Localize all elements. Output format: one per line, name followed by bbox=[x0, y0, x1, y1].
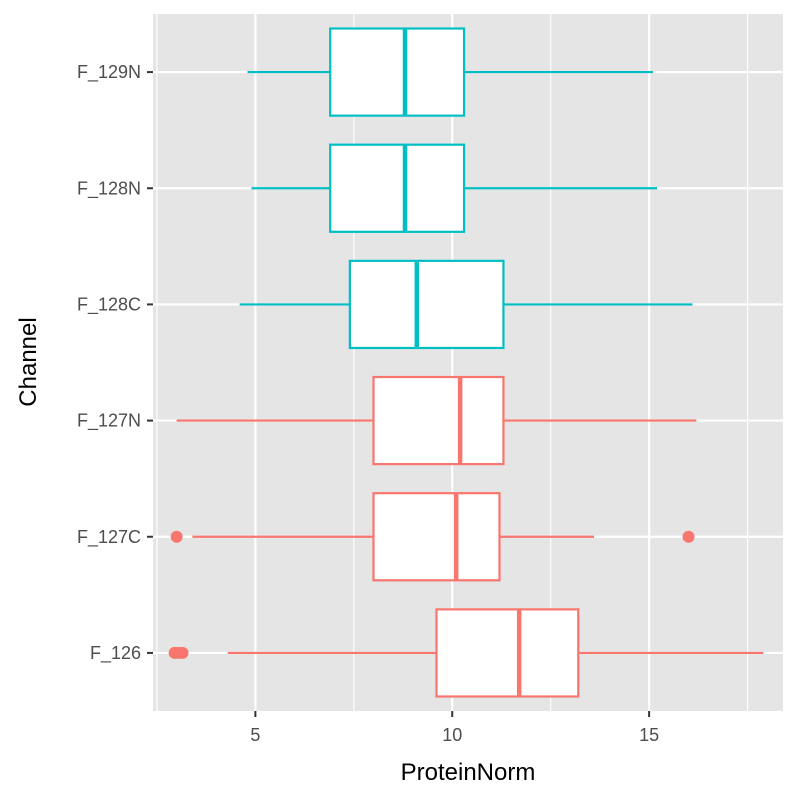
outlier-point bbox=[176, 646, 189, 659]
box-f-127n bbox=[176, 375, 697, 466]
boxes-layer bbox=[168, 27, 764, 698]
panel-background bbox=[153, 14, 783, 711]
box-iqr bbox=[329, 143, 466, 233]
box-f-126 bbox=[168, 608, 764, 698]
outlier-point bbox=[170, 530, 183, 543]
x-tick-label: 15 bbox=[639, 725, 659, 745]
box-iqr bbox=[372, 492, 501, 582]
box-f-127c bbox=[170, 492, 695, 582]
y-tick-label: F_128N bbox=[77, 178, 141, 199]
x-axis: 5 10 15 bbox=[250, 711, 659, 745]
box-iqr bbox=[348, 259, 505, 350]
box-f-128n bbox=[251, 143, 657, 233]
y-tick-label: F_127N bbox=[77, 411, 141, 432]
x-axis-title: ProteinNorm bbox=[401, 759, 536, 786]
y-tick-label: F_127C bbox=[77, 527, 141, 548]
box-iqr bbox=[435, 608, 580, 698]
x-tick-label: 10 bbox=[442, 725, 462, 745]
y-axis-title: Channel bbox=[15, 317, 42, 406]
y-axis: F_126 F_127C F_127N F_128C F_128N F_129N bbox=[77, 62, 153, 664]
y-tick-label: F_126 bbox=[90, 643, 141, 664]
y-tick-label: F_128C bbox=[77, 294, 141, 315]
x-tick-label: 5 bbox=[250, 725, 260, 745]
outlier-point bbox=[682, 530, 695, 543]
box-iqr bbox=[372, 375, 505, 466]
box-f-129n bbox=[247, 27, 654, 117]
box-f-128c bbox=[239, 259, 693, 350]
box-iqr bbox=[329, 27, 466, 117]
y-tick-label: F_129N bbox=[77, 62, 141, 83]
